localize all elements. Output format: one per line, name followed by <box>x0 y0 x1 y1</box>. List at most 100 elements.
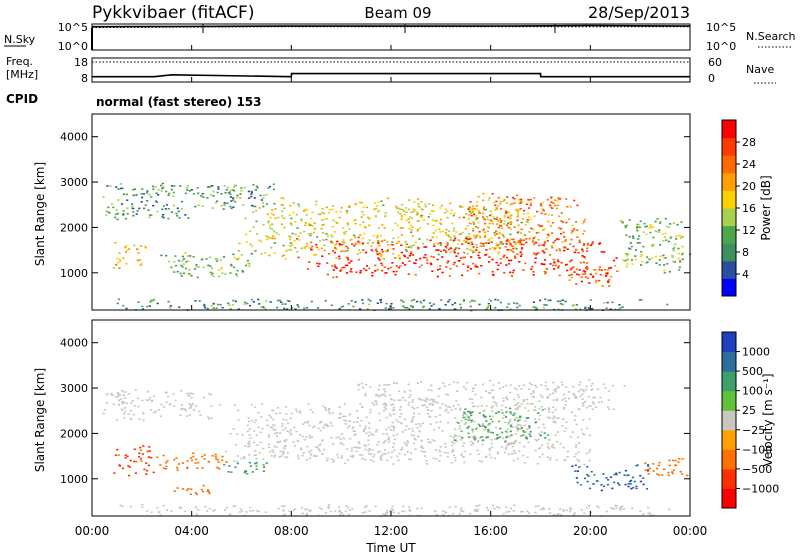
heatmap-cell <box>515 416 518 419</box>
heatmap-cell <box>163 406 166 408</box>
heatmap-cell <box>273 237 276 240</box>
colorbar-tick-label: 8 <box>742 246 749 259</box>
heatmap-cell <box>585 262 588 264</box>
heatmap-cell <box>414 262 417 265</box>
heatmap-cell <box>390 456 393 459</box>
heatmap-cell <box>420 216 423 219</box>
freq-unit-label: [MHz] <box>6 68 38 81</box>
heatmap-cell <box>511 445 514 448</box>
heatmap-cell <box>203 306 207 309</box>
heatmap-cell <box>317 213 320 216</box>
heatmap-cell <box>474 237 477 239</box>
heatmap-cell <box>489 210 492 213</box>
heatmap-cell <box>328 412 331 415</box>
heatmap-cell <box>389 510 392 513</box>
heatmap-cell <box>256 444 259 446</box>
heatmap-cell <box>513 202 516 204</box>
heatmap-cell <box>173 261 176 263</box>
heatmap-cell <box>164 392 167 394</box>
heatmap-cell <box>181 260 184 262</box>
heatmap-cell <box>403 210 406 212</box>
heatmap-cell <box>427 389 430 391</box>
heatmap-cell <box>461 206 464 208</box>
heatmap-cell <box>437 388 440 390</box>
heatmap-cell <box>386 250 390 253</box>
heatmap-cell <box>462 386 465 388</box>
heatmap-cell <box>558 248 561 250</box>
heatmap-cell <box>621 306 624 308</box>
heatmap-cell <box>472 228 475 230</box>
heatmap-cell <box>291 243 294 246</box>
heatmap-cell <box>117 298 121 301</box>
heatmap-cell <box>487 429 490 431</box>
heatmap-cell <box>587 475 590 477</box>
heatmap-cell <box>237 250 240 252</box>
heatmap-cell <box>668 459 671 462</box>
heatmap-cell <box>367 450 370 452</box>
heatmap-cell <box>513 441 516 443</box>
heatmap-cell <box>649 512 652 515</box>
heatmap-cell <box>313 231 316 234</box>
heatmap-cell <box>361 201 364 204</box>
heatmap-cell <box>648 467 651 470</box>
heatmap-cell <box>184 267 188 270</box>
heatmap-cell <box>351 508 354 510</box>
heatmap-cell <box>432 232 435 234</box>
heatmap-cell <box>492 384 495 387</box>
heatmap-cell <box>480 396 483 399</box>
heatmap-cell <box>429 441 432 444</box>
heatmap-cell <box>613 473 616 476</box>
heatmap-cell <box>446 394 450 396</box>
heatmap-cell <box>568 391 571 393</box>
heatmap-cell <box>629 248 632 250</box>
heatmap-cell <box>470 208 473 211</box>
heatmap-cell <box>265 193 268 196</box>
heatmap-cell <box>184 510 187 513</box>
heatmap-cell <box>179 414 182 417</box>
heatmap-cell <box>405 445 408 447</box>
heatmap-cell <box>654 255 658 258</box>
heatmap-cell <box>456 390 459 392</box>
heatmap-cell <box>285 250 288 253</box>
heatmap-cell <box>405 246 408 248</box>
heatmap-cell <box>491 192 494 195</box>
heatmap-cell <box>516 306 519 309</box>
heatmap-cell <box>467 432 470 435</box>
heatmap-cell <box>472 442 475 445</box>
heatmap-cell <box>482 206 486 208</box>
heatmap-cell <box>588 504 591 507</box>
heatmap-cell <box>587 244 590 246</box>
heatmap-cell <box>583 256 586 258</box>
heatmap-cell <box>519 232 522 234</box>
heatmap-cell <box>520 221 523 224</box>
heatmap-cell <box>480 436 483 438</box>
heatmap-cell <box>538 414 541 417</box>
heatmap-cell <box>383 384 386 386</box>
heatmap-cell <box>182 272 185 274</box>
heatmap-cell <box>545 304 548 306</box>
heatmap-cell <box>114 454 117 456</box>
heatmap-cell <box>174 255 177 257</box>
heatmap-cell <box>398 207 401 210</box>
heatmap-cell <box>244 301 247 304</box>
heatmap-cell <box>568 218 571 220</box>
heatmap-cell <box>414 273 417 276</box>
heatmap-cell <box>464 408 467 410</box>
heatmap-cell <box>238 511 242 513</box>
heatmap-cell <box>180 390 183 392</box>
heatmap-cell <box>493 248 496 251</box>
heatmap-cell <box>293 426 296 429</box>
heatmap-cell <box>517 241 520 244</box>
heatmap-cell <box>516 388 519 391</box>
heatmap-cell <box>586 473 589 476</box>
heatmap-cell <box>376 302 379 304</box>
heatmap-cell <box>312 254 315 256</box>
heatmap-cell <box>631 476 635 479</box>
heatmap-cell <box>531 395 534 398</box>
heatmap-cell <box>627 474 630 476</box>
heatmap-cell <box>438 449 441 452</box>
heatmap-cell <box>513 387 516 390</box>
heatmap-cell <box>408 401 411 404</box>
heatmap-cell <box>450 462 453 464</box>
